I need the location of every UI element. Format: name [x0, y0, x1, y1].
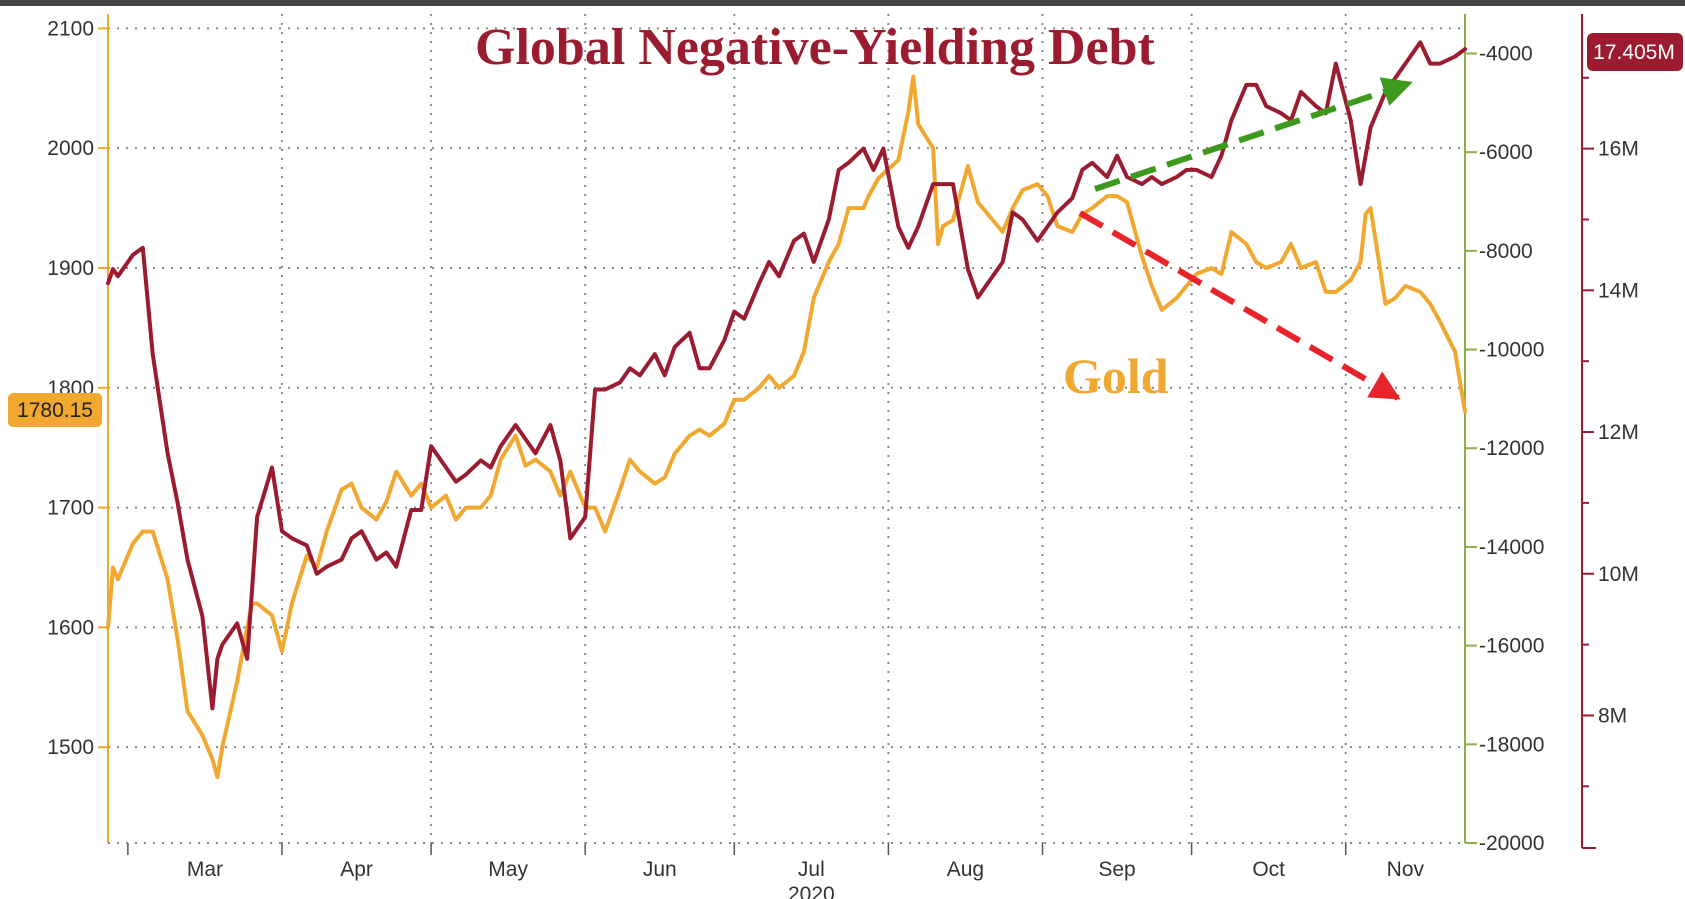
x-tick-label: Sep: [1098, 858, 1135, 881]
left-tick-label: 2100: [47, 17, 94, 40]
value-tags: 1780.15 17.405M: [8, 33, 1683, 427]
x-tick-label: Oct: [1252, 858, 1285, 881]
right-outer-tick-label: 12M: [1598, 421, 1639, 444]
debt-last-value-tag: [1587, 33, 1683, 71]
right-inner-tick-label: -10000: [1479, 339, 1544, 362]
x-tick-label: May: [488, 858, 528, 881]
right-inner-tick-label: -12000: [1479, 437, 1544, 460]
annotations: Global Negative-Yielding Debt Gold: [475, 19, 1413, 404]
x-tick-label: Mar: [187, 858, 223, 881]
right-inner-tick-label: -14000: [1479, 536, 1544, 559]
right-inner-tick-label: -8000: [1479, 240, 1533, 263]
right-inner-tick-label: -20000: [1479, 832, 1544, 855]
right-outer-tick-label: 16M: [1598, 138, 1639, 161]
x-tick-label: Nov: [1387, 858, 1425, 881]
right-inner-tick-label: -18000: [1479, 733, 1544, 756]
left-tick-label: 1500: [47, 736, 94, 759]
chart-background: [0, 6, 1685, 899]
left-tick-label: 2000: [47, 137, 94, 160]
gold-series-label: Gold: [1063, 348, 1169, 404]
x-axis-year-label: 2020: [788, 883, 835, 899]
x-tick-label: Apr: [340, 858, 373, 881]
chart-title: Global Negative-Yielding Debt: [475, 19, 1155, 76]
rising-trend-arrow: [1094, 77, 1413, 192]
left-tick-label: 1900: [47, 257, 94, 280]
right-inner-tick-label: -16000: [1479, 635, 1544, 658]
chart: Mar Apr May Jun Jul Aug Sep Oct Nov 2020 1500 1600 1…: [0, 6, 1685, 899]
right-inner-tick-label: -4000: [1479, 42, 1533, 65]
right-inner-tick-label: -6000: [1479, 141, 1533, 164]
gold-series-line: [106, 74, 1467, 780]
series-layer: [106, 40, 1467, 780]
x-tick-label: Jul: [798, 858, 825, 881]
right-outer-tick-label: 14M: [1598, 279, 1639, 302]
left-tick-label: 1700: [47, 497, 94, 520]
x-tick-label: Aug: [947, 858, 984, 881]
negative-yield-debt-series-line: [106, 40, 1467, 711]
debt-last-value-text: 17.405M: [1593, 41, 1675, 64]
right-outer-tick-label: 10M: [1598, 563, 1639, 586]
gold-last-value-tag: [8, 393, 102, 427]
left-tick-label: 1600: [47, 616, 94, 639]
gold-last-value-text: 1780.15: [17, 399, 93, 422]
falling-trend-arrow: [1078, 210, 1401, 401]
right-outer-tick-label: 8M: [1598, 704, 1627, 727]
x-tick-label: Jun: [643, 858, 677, 881]
